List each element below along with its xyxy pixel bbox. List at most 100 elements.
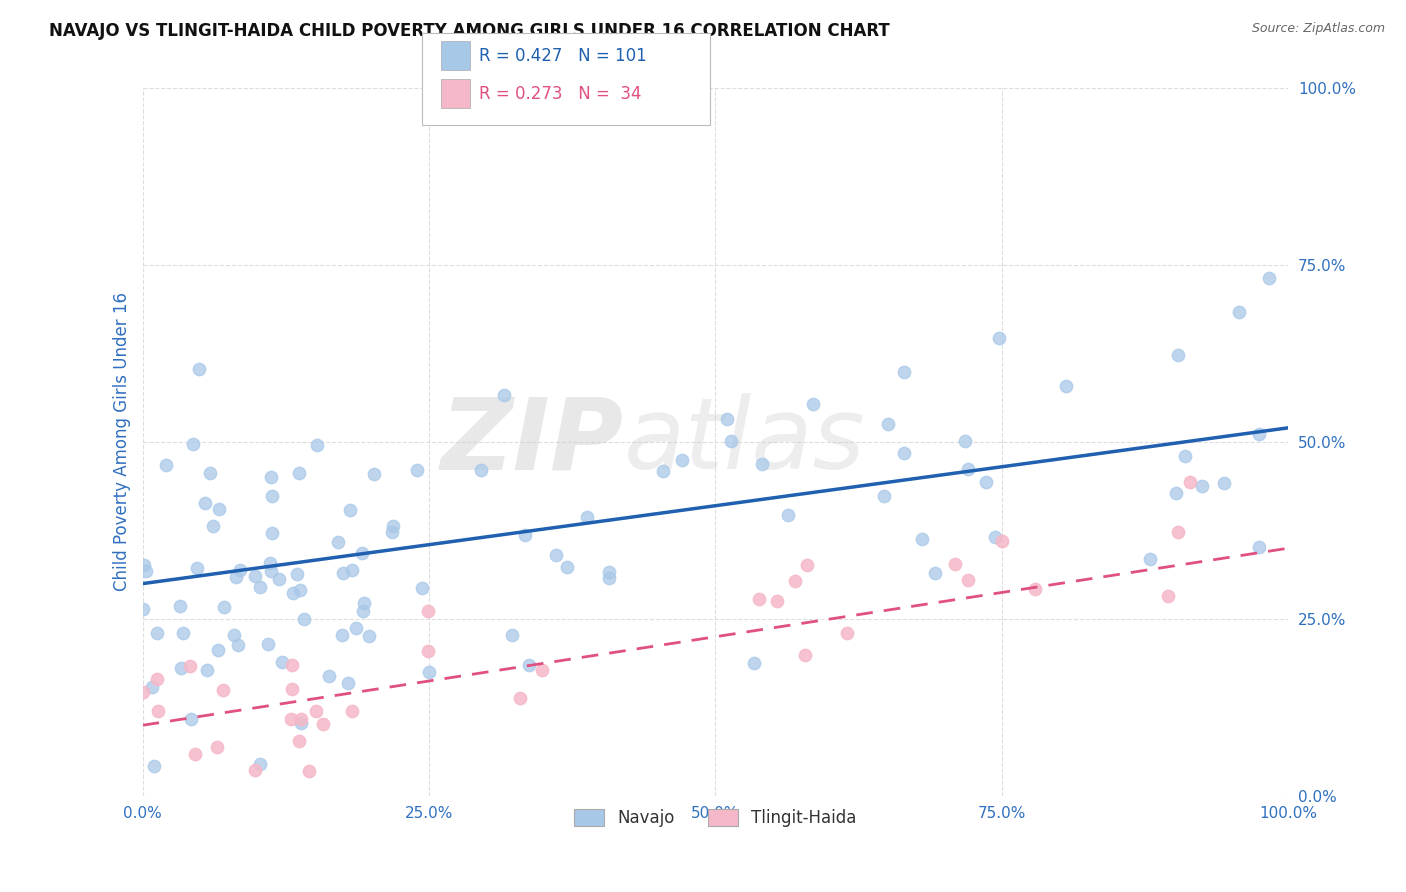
Navajo [288,583,311,598]
Text: Source: ZipAtlas.com: Source: ZipAtlas.com [1251,22,1385,36]
Navajo [988,330,1011,344]
Navajo [494,388,516,402]
Navajo [984,530,1007,544]
Navajo [406,463,429,477]
Tlingit-Haida [298,764,321,779]
Tlingit-Haida [991,534,1014,549]
Navajo [186,561,208,575]
Navajo [181,437,204,451]
Tlingit-Haida [783,574,806,588]
Navajo [671,453,693,467]
Navajo [208,501,231,516]
Navajo [256,637,278,651]
Legend: Navajo, Tlingit-Haida: Navajo, Tlingit-Haida [567,802,863,834]
Navajo [172,625,194,640]
Navajo [517,657,540,672]
Navajo [141,680,163,694]
Navajo [229,563,252,577]
Navajo [330,628,353,642]
Navajo [155,458,177,472]
Navajo [142,759,165,773]
Navajo [290,715,312,730]
Navajo [1173,449,1195,463]
Navajo [513,528,536,542]
Tlingit-Haida [290,712,312,726]
Navajo [243,568,266,582]
Navajo [285,566,308,581]
Navajo [292,612,315,626]
Navajo [353,597,375,611]
Navajo [198,467,221,481]
Tlingit-Haida [1167,525,1189,540]
Tlingit-Haida [765,593,787,607]
Tlingit-Haida [207,740,229,755]
Tlingit-Haida [509,690,531,705]
Navajo [283,586,305,600]
Tlingit-Haida [280,712,302,726]
Navajo [501,628,523,642]
Navajo [911,533,934,547]
Navajo [776,508,799,522]
Tlingit-Haida [243,763,266,777]
Tlingit-Haida [145,672,167,686]
Tlingit-Haida [748,591,770,606]
Navajo [352,545,374,559]
Navajo [873,489,896,503]
Navajo [411,581,433,595]
Text: atlas: atlas [624,393,865,491]
Navajo [326,535,349,549]
Navajo [801,396,824,410]
Navajo [893,365,915,379]
Navajo [339,503,361,517]
Navajo [226,638,249,652]
Navajo [418,665,440,679]
Tlingit-Haida [340,704,363,718]
Navajo [716,412,738,426]
Navajo [344,621,367,635]
Navajo [169,599,191,613]
Navajo [259,470,281,484]
Navajo [1166,348,1188,362]
Navajo [132,601,155,615]
Navajo [1164,485,1187,500]
Navajo [956,462,979,476]
Tlingit-Haida [1157,589,1180,603]
Navajo [225,570,247,584]
Navajo [134,564,156,578]
Navajo [194,496,217,510]
Navajo [742,656,765,670]
Navajo [249,756,271,771]
Navajo [212,600,235,615]
Tlingit-Haida [1024,582,1046,597]
Navajo [1191,479,1213,493]
Navajo [352,604,374,618]
Tlingit-Haida [1178,475,1201,489]
Navajo [249,580,271,594]
Navajo [207,643,229,657]
Navajo [1212,476,1234,491]
Navajo [1258,271,1281,285]
Navajo [470,463,492,477]
Navajo [262,525,284,540]
Navajo [267,572,290,586]
Navajo [201,519,224,533]
Navajo [337,675,360,690]
Tlingit-Haida [184,747,207,761]
Tlingit-Haida [837,626,859,640]
Tlingit-Haida [416,644,439,658]
Navajo [318,669,340,683]
Navajo [598,565,620,579]
Tlingit-Haida [943,557,966,571]
Navajo [195,663,218,677]
Navajo [305,438,328,452]
Navajo [132,558,155,572]
Navajo [575,509,598,524]
Navajo [1139,551,1161,566]
Tlingit-Haida [212,682,235,697]
Navajo [363,467,385,482]
Navajo [1227,304,1250,318]
Tlingit-Haida [796,558,818,572]
Navajo [1054,379,1077,393]
Navajo [751,457,773,471]
Navajo [1249,426,1271,441]
